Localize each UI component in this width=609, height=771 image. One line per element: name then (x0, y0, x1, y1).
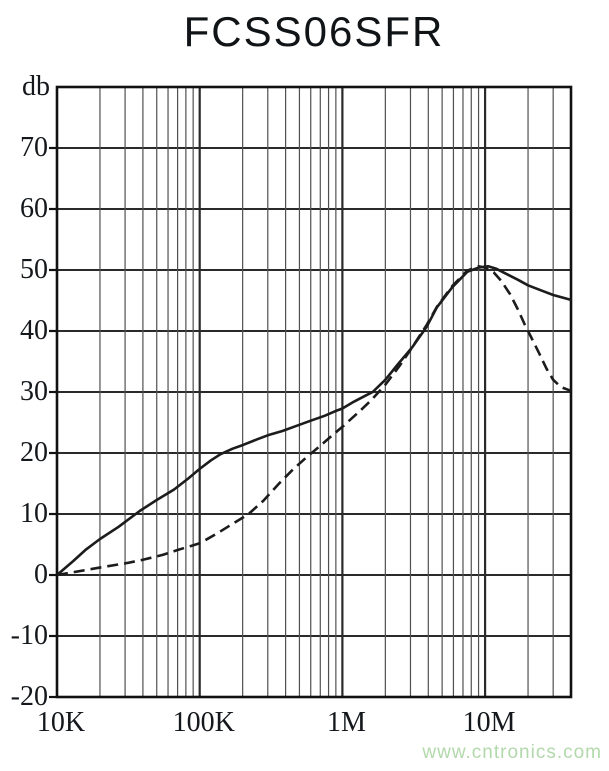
y-tick-label: 10 (20, 498, 48, 529)
x-tick-label: 1M (326, 707, 366, 738)
y-axis-unit-label: db (22, 71, 50, 102)
watermark-text: www.cntronics.com (422, 742, 602, 763)
y-tick-label: 0 (34, 559, 48, 590)
y-tick-label: 60 (20, 193, 48, 224)
y-tick-label: 40 (20, 315, 48, 346)
y-tick-label: 30 (20, 376, 48, 407)
solid-curve (56, 265, 572, 576)
x-tick-label: 100K (172, 707, 235, 738)
y-tick-label: 20 (20, 437, 48, 468)
y-tick-label: -10 (10, 620, 48, 651)
x-tick-label: 10K (36, 707, 86, 738)
y-tick-label: 70 (20, 132, 48, 163)
y-tick-label: -20 (10, 681, 48, 712)
x-tick-label: 10M (462, 707, 516, 738)
chart-title: FCSS06SFR (183, 8, 445, 55)
dashed-curve (56, 265, 572, 577)
y-tick-label: 50 (20, 254, 48, 285)
